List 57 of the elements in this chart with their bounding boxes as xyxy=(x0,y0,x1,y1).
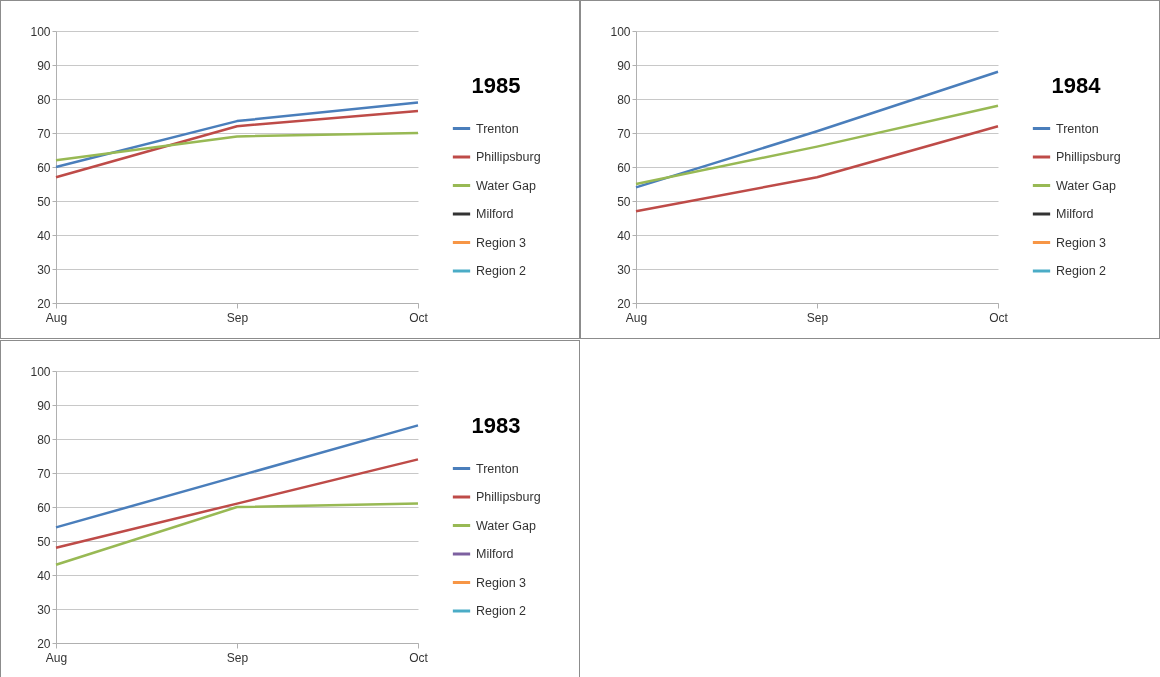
x-tick-label: Sep xyxy=(226,310,249,325)
y-tick-label: 50 xyxy=(37,194,51,209)
y-tick-label: 20 xyxy=(37,636,51,651)
legend-title: 1985 xyxy=(471,73,521,98)
x-tick-label: Sep xyxy=(806,310,829,325)
legend-label: Region 3 xyxy=(476,575,527,590)
y-tick-label: 90 xyxy=(37,398,51,413)
legend-label: Region 3 xyxy=(1056,235,1107,250)
legend-label: Region 2 xyxy=(476,264,527,278)
y-tick-label: 20 xyxy=(37,296,51,311)
y-tick-label: 90 xyxy=(617,58,631,73)
x-tick-label: Aug xyxy=(625,310,648,325)
y-tick-label: 30 xyxy=(617,262,631,277)
legend-label: Trenton xyxy=(476,461,519,476)
y-tick-label: 80 xyxy=(37,92,51,107)
legend-label: Milford xyxy=(476,547,514,561)
legend-label: Water Gap xyxy=(476,518,537,533)
y-tick-label: 30 xyxy=(37,262,51,277)
legend-label: Phillipsburg xyxy=(476,150,541,164)
legend-label: Water Gap xyxy=(476,178,537,193)
y-tick-label: 50 xyxy=(617,194,631,209)
legend-label: Region 2 xyxy=(1056,264,1107,278)
y-tick-label: 60 xyxy=(37,500,51,515)
y-tick-label: 70 xyxy=(37,126,51,141)
y-tick-label: 60 xyxy=(37,160,51,175)
y-tick-label: 40 xyxy=(37,568,51,583)
y-tick-label: 30 xyxy=(37,602,51,617)
legend-title: 1984 xyxy=(1051,73,1102,98)
y-tick-label: 80 xyxy=(617,92,631,107)
y-tick-label: 40 xyxy=(617,228,631,243)
x-tick-label: Oct xyxy=(409,650,429,665)
x-tick-label: Oct xyxy=(989,310,1009,325)
x-tick-label: Sep xyxy=(226,650,249,665)
y-tick-label: 100 xyxy=(30,364,51,379)
legend-label: Milford xyxy=(476,207,514,221)
legend-label: Milford xyxy=(1056,207,1094,221)
legend-label: Region 2 xyxy=(476,604,527,618)
legend-label: Trenton xyxy=(1056,121,1099,136)
y-tick-label: 20 xyxy=(617,296,631,311)
x-tick-label: Oct xyxy=(409,310,429,325)
legend-label: Region 3 xyxy=(476,235,527,250)
y-tick-label: 80 xyxy=(37,432,51,447)
y-tick-label: 70 xyxy=(37,466,51,481)
legend-label: Trenton xyxy=(476,121,519,136)
y-tick-label: 90 xyxy=(37,58,51,73)
y-tick-label: 100 xyxy=(610,24,631,39)
legend-label: Water Gap xyxy=(1056,178,1117,193)
y-tick-label: 60 xyxy=(617,160,631,175)
x-tick-label: Aug xyxy=(45,650,68,665)
y-tick-label: 70 xyxy=(617,126,631,141)
y-tick-label: 40 xyxy=(37,228,51,243)
y-tick-label: 100 xyxy=(30,24,51,39)
legend-label: Phillipsburg xyxy=(476,490,541,504)
x-tick-label: Aug xyxy=(45,310,68,325)
legend-label: Phillipsburg xyxy=(1056,150,1121,164)
y-tick-label: 50 xyxy=(37,534,51,549)
legend-title: 1983 xyxy=(471,413,521,438)
